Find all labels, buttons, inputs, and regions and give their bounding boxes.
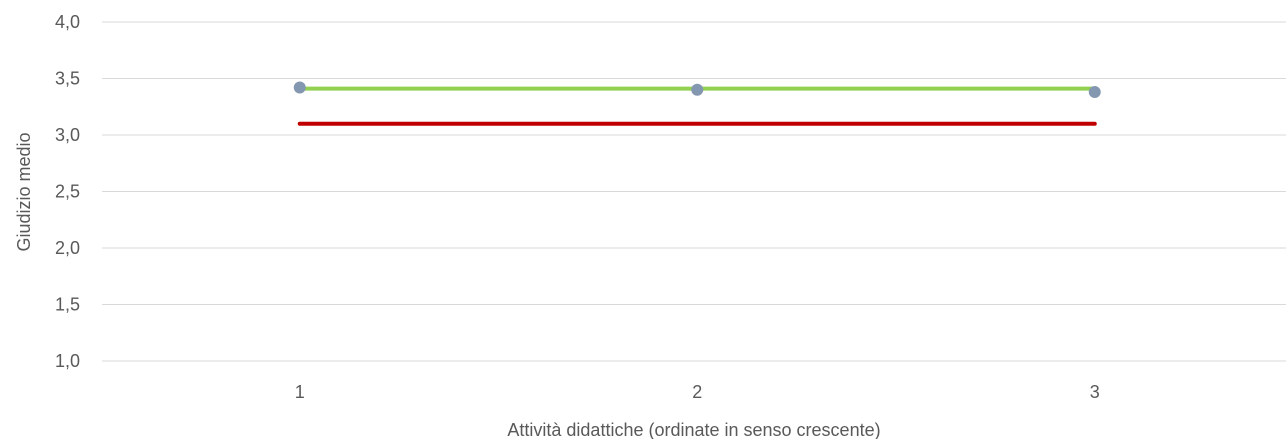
y-tick-label: 2,0 — [55, 238, 80, 258]
x-tick-label: 2 — [692, 382, 702, 402]
data-point — [1088, 86, 1101, 99]
x-axis-ticks: 1 2 3 — [295, 382, 1100, 402]
y-axis-ticks: 1,0 1,5 2,0 2,5 3,0 3,5 4,0 — [55, 12, 80, 371]
x-tick-label: 3 — [1090, 382, 1100, 402]
gridlines — [102, 21, 1286, 362]
y-tick-label: 1,5 — [55, 295, 80, 315]
y-axis-title: Giudizio medio — [14, 132, 34, 251]
x-axis-title: Attività didattiche (ordinate in senso c… — [507, 420, 880, 439]
y-tick-label: 2,5 — [55, 182, 80, 202]
series — [293, 81, 1101, 126]
y-tick-label: 4,0 — [55, 12, 80, 32]
data-point — [293, 81, 306, 94]
y-tick-label: 3,0 — [55, 125, 80, 145]
y-tick-label: 1,0 — [55, 351, 80, 371]
data-point — [691, 83, 704, 96]
x-tick-label: 1 — [295, 382, 305, 402]
y-tick-label: 3,5 — [55, 69, 80, 89]
